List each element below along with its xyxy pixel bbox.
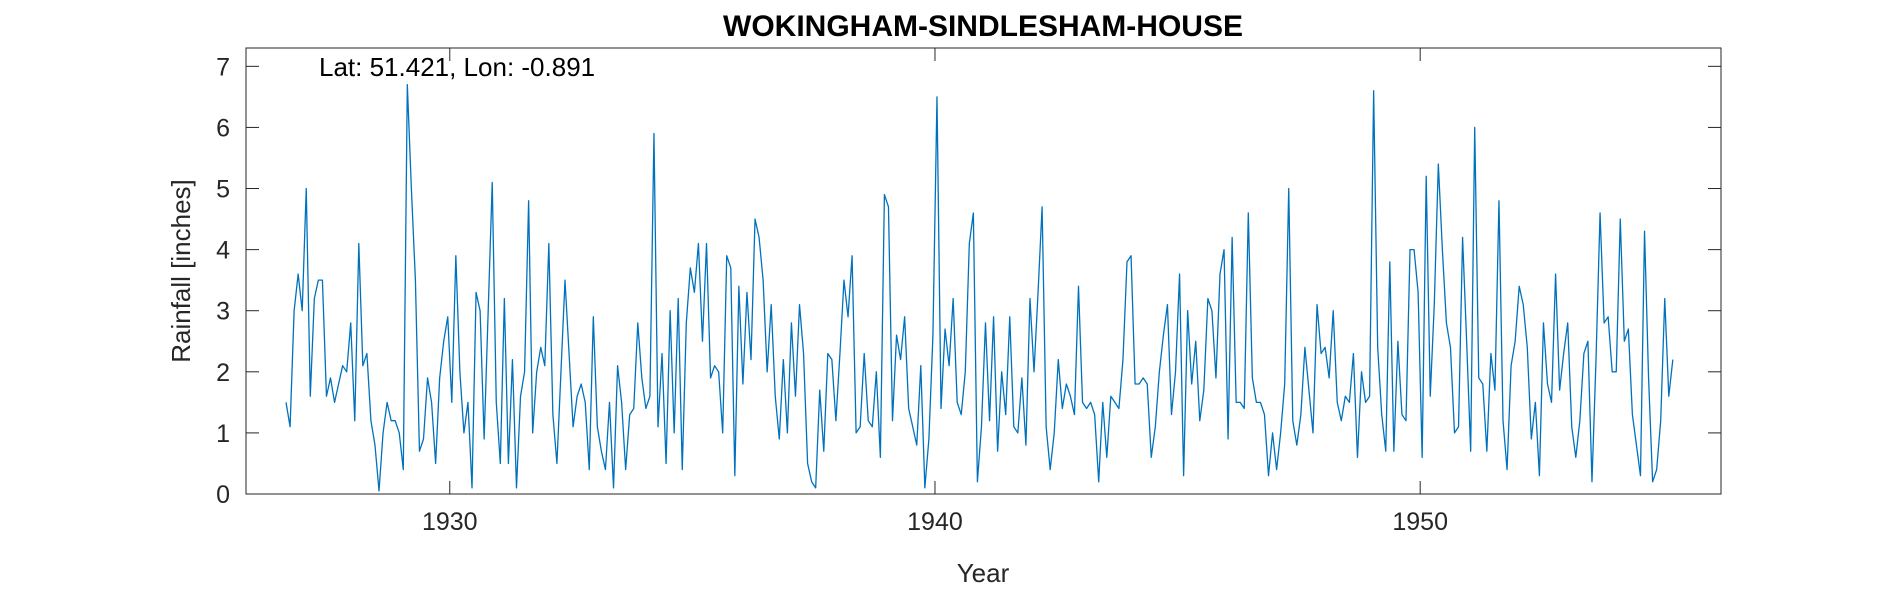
y-tick-label: 6: [216, 114, 230, 142]
y-axis-label: Rainfall [inches]: [166, 179, 196, 363]
chart-title: WOKINGHAM-SINDLESHAM-HOUSE: [723, 10, 1243, 43]
y-tick-label: 4: [216, 237, 230, 265]
y-tick-label: 7: [216, 53, 230, 81]
x-tick-label: 1930: [422, 508, 478, 536]
y-tick-label: 0: [216, 481, 230, 509]
y-tick-label: 2: [216, 359, 230, 387]
axis-ticks: 0 1 2 3 4 5 6 7 1930 1940 1950: [216, 48, 1721, 536]
y-tick-label: 5: [216, 176, 230, 204]
plot-area: [245, 47, 1722, 495]
x-tick-label: 1950: [1392, 508, 1448, 536]
rainfall-series-line: [285, 84, 1674, 492]
y-tick-label: 3: [216, 298, 230, 326]
location-annotation: Lat: 51.421, Lon: -0.891: [319, 52, 595, 82]
y-tick-label: 1: [216, 420, 230, 448]
x-tick-label: 1940: [907, 508, 963, 536]
x-axis-label: Year: [957, 558, 1010, 588]
